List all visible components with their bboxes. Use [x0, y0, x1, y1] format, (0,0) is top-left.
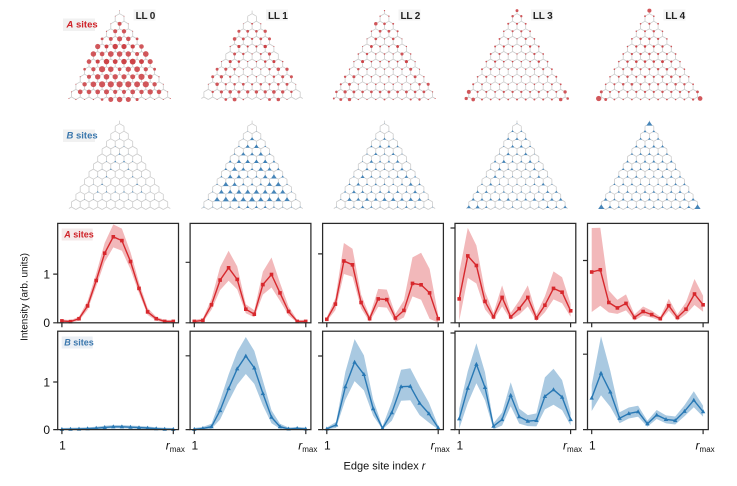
- svg-text:1: 1: [43, 375, 50, 389]
- svg-text:rmax: rmax: [431, 439, 450, 455]
- svg-text:1: 1: [59, 439, 66, 453]
- svg-text:0: 0: [43, 316, 50, 330]
- svg-text:Intensity (arb. units): Intensity (arb. units): [20, 253, 31, 341]
- svg-text:rmax: rmax: [166, 439, 185, 455]
- svg-text:rmax: rmax: [563, 439, 582, 455]
- svg-text:rmax: rmax: [696, 439, 715, 455]
- svg-text:1: 1: [43, 267, 50, 281]
- svg-text:1: 1: [192, 439, 199, 453]
- svg-text:LL 1: LL 1: [268, 11, 288, 22]
- svg-text:A sites: A sites: [63, 230, 94, 240]
- svg-text:rmax: rmax: [298, 439, 317, 455]
- svg-text:0: 0: [43, 423, 50, 437]
- svg-text:LL 4: LL 4: [665, 11, 685, 22]
- svg-text:B sites: B sites: [64, 338, 94, 348]
- svg-text:B sites: B sites: [67, 131, 98, 142]
- svg-text:LL 0: LL 0: [136, 11, 156, 22]
- svg-text:LL 2: LL 2: [401, 11, 421, 22]
- svg-text:LL 3: LL 3: [533, 11, 553, 22]
- svg-text:A sites: A sites: [66, 20, 98, 31]
- svg-text:1: 1: [324, 439, 331, 453]
- svg-text:1: 1: [589, 439, 596, 453]
- svg-text:1: 1: [456, 439, 463, 453]
- svg-text:Edge site index r: Edge site index r: [344, 461, 427, 473]
